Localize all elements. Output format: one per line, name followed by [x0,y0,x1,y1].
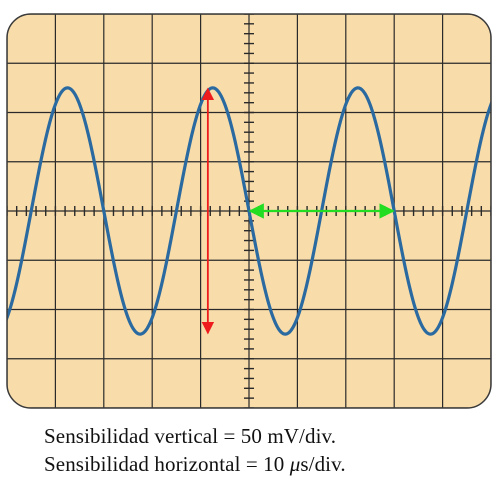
screen-border [6,13,492,409]
horizontal-sensitivity-text: Sensibilidad horizontal = 10 [44,452,290,476]
micro-symbol: μ [289,452,301,476]
horizontal-sensitivity-unit: s/div. [300,452,346,476]
horizontal-sensitivity-caption: Sensibilidad horizontal = 10 μs/div. [44,452,346,477]
oscilloscope-screen [6,13,492,409]
vertical-sensitivity-caption: Sensibilidad vertical = 50 mV/div. [44,424,337,448]
